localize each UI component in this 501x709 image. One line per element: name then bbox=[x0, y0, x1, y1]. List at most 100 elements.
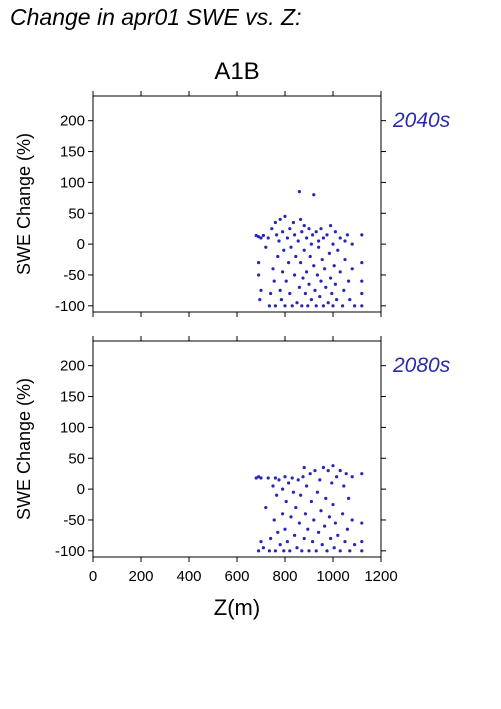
data-point bbox=[329, 536, 333, 541]
data-point bbox=[282, 248, 286, 252]
data-point bbox=[318, 478, 322, 482]
data-point bbox=[345, 527, 349, 531]
data-point bbox=[303, 512, 307, 516]
x-tick-label: 800 bbox=[272, 568, 297, 585]
data-point bbox=[299, 261, 303, 265]
data-point bbox=[294, 506, 298, 510]
data-point bbox=[332, 264, 336, 268]
data-point bbox=[320, 543, 324, 547]
period-label: 2080s bbox=[392, 354, 451, 377]
data-point bbox=[278, 543, 282, 547]
data-point bbox=[257, 273, 261, 277]
data-point bbox=[317, 245, 321, 249]
data-point bbox=[275, 233, 279, 237]
data-point bbox=[320, 257, 324, 262]
plot-frame bbox=[92, 95, 382, 313]
data-point bbox=[283, 527, 287, 531]
y-tick-label: 100 bbox=[60, 419, 85, 436]
data-point bbox=[336, 248, 340, 252]
data-point bbox=[285, 236, 289, 240]
x-tick-label: 600 bbox=[224, 568, 249, 585]
data-point bbox=[264, 506, 268, 510]
data-point bbox=[302, 248, 306, 252]
data-point bbox=[313, 288, 317, 292]
data-point bbox=[299, 217, 303, 222]
data-point bbox=[312, 264, 316, 268]
data-point bbox=[350, 518, 354, 522]
data-point bbox=[288, 549, 292, 553]
data-point bbox=[287, 261, 291, 265]
data-point bbox=[338, 549, 342, 553]
data-point bbox=[254, 233, 258, 238]
data-point bbox=[360, 304, 364, 308]
data-point bbox=[281, 270, 285, 274]
data-point bbox=[312, 193, 316, 197]
data-point bbox=[302, 465, 306, 470]
data-point bbox=[281, 487, 285, 491]
data-point bbox=[300, 304, 304, 308]
data-point bbox=[327, 251, 331, 255]
data-point bbox=[296, 239, 300, 243]
data-point bbox=[333, 282, 337, 286]
data-point bbox=[332, 546, 336, 550]
data-point bbox=[284, 499, 288, 504]
data-point bbox=[313, 469, 317, 473]
data-point bbox=[282, 549, 286, 553]
data-point bbox=[308, 254, 312, 259]
y-tick-label: 200 bbox=[60, 113, 85, 130]
data-point bbox=[261, 233, 265, 238]
data-point bbox=[331, 242, 335, 246]
y-tick-label: 150 bbox=[60, 144, 85, 161]
data-point bbox=[299, 493, 303, 497]
data-point bbox=[325, 233, 329, 237]
data-point bbox=[261, 546, 265, 550]
data-point bbox=[321, 236, 325, 240]
data-point bbox=[309, 499, 313, 504]
data-point bbox=[343, 239, 347, 243]
data-point bbox=[257, 549, 261, 553]
data-point bbox=[350, 242, 354, 246]
data-point bbox=[267, 304, 271, 308]
data-point bbox=[267, 549, 271, 553]
data-point bbox=[290, 304, 294, 308]
data-point bbox=[314, 230, 318, 234]
data-point bbox=[285, 539, 289, 544]
data-point bbox=[331, 502, 335, 507]
x-tick-label: 200 bbox=[128, 568, 153, 585]
x-tick-label: 400 bbox=[176, 568, 201, 585]
data-point bbox=[335, 475, 339, 479]
data-point bbox=[314, 549, 318, 553]
x-tick-label: 1200 bbox=[364, 568, 397, 585]
data-point bbox=[307, 549, 311, 553]
data-point bbox=[275, 493, 279, 497]
data-point bbox=[329, 276, 333, 280]
y-tick-label: -50 bbox=[63, 267, 85, 284]
data-point bbox=[303, 291, 307, 296]
data-point bbox=[324, 496, 328, 500]
data-point bbox=[254, 476, 258, 480]
data-point bbox=[347, 279, 351, 283]
data-point bbox=[291, 220, 295, 225]
data-point bbox=[360, 279, 364, 283]
data-point bbox=[360, 233, 364, 237]
data-point bbox=[278, 288, 282, 292]
data-point bbox=[333, 230, 337, 234]
data-point bbox=[300, 549, 304, 553]
data-point bbox=[293, 533, 297, 538]
data-point bbox=[331, 304, 335, 308]
data-point bbox=[297, 285, 301, 289]
data-point bbox=[308, 472, 312, 476]
data-point bbox=[269, 291, 273, 296]
data-point bbox=[317, 530, 321, 534]
data-point bbox=[347, 496, 351, 500]
data-point bbox=[331, 464, 335, 468]
data-point bbox=[315, 273, 319, 277]
data-point bbox=[341, 304, 345, 308]
data-point bbox=[264, 245, 268, 249]
data-point bbox=[289, 515, 293, 519]
data-point bbox=[291, 490, 295, 494]
data-point bbox=[295, 546, 299, 550]
data-point bbox=[330, 481, 334, 485]
data-point bbox=[309, 242, 313, 246]
data-point bbox=[309, 298, 313, 302]
